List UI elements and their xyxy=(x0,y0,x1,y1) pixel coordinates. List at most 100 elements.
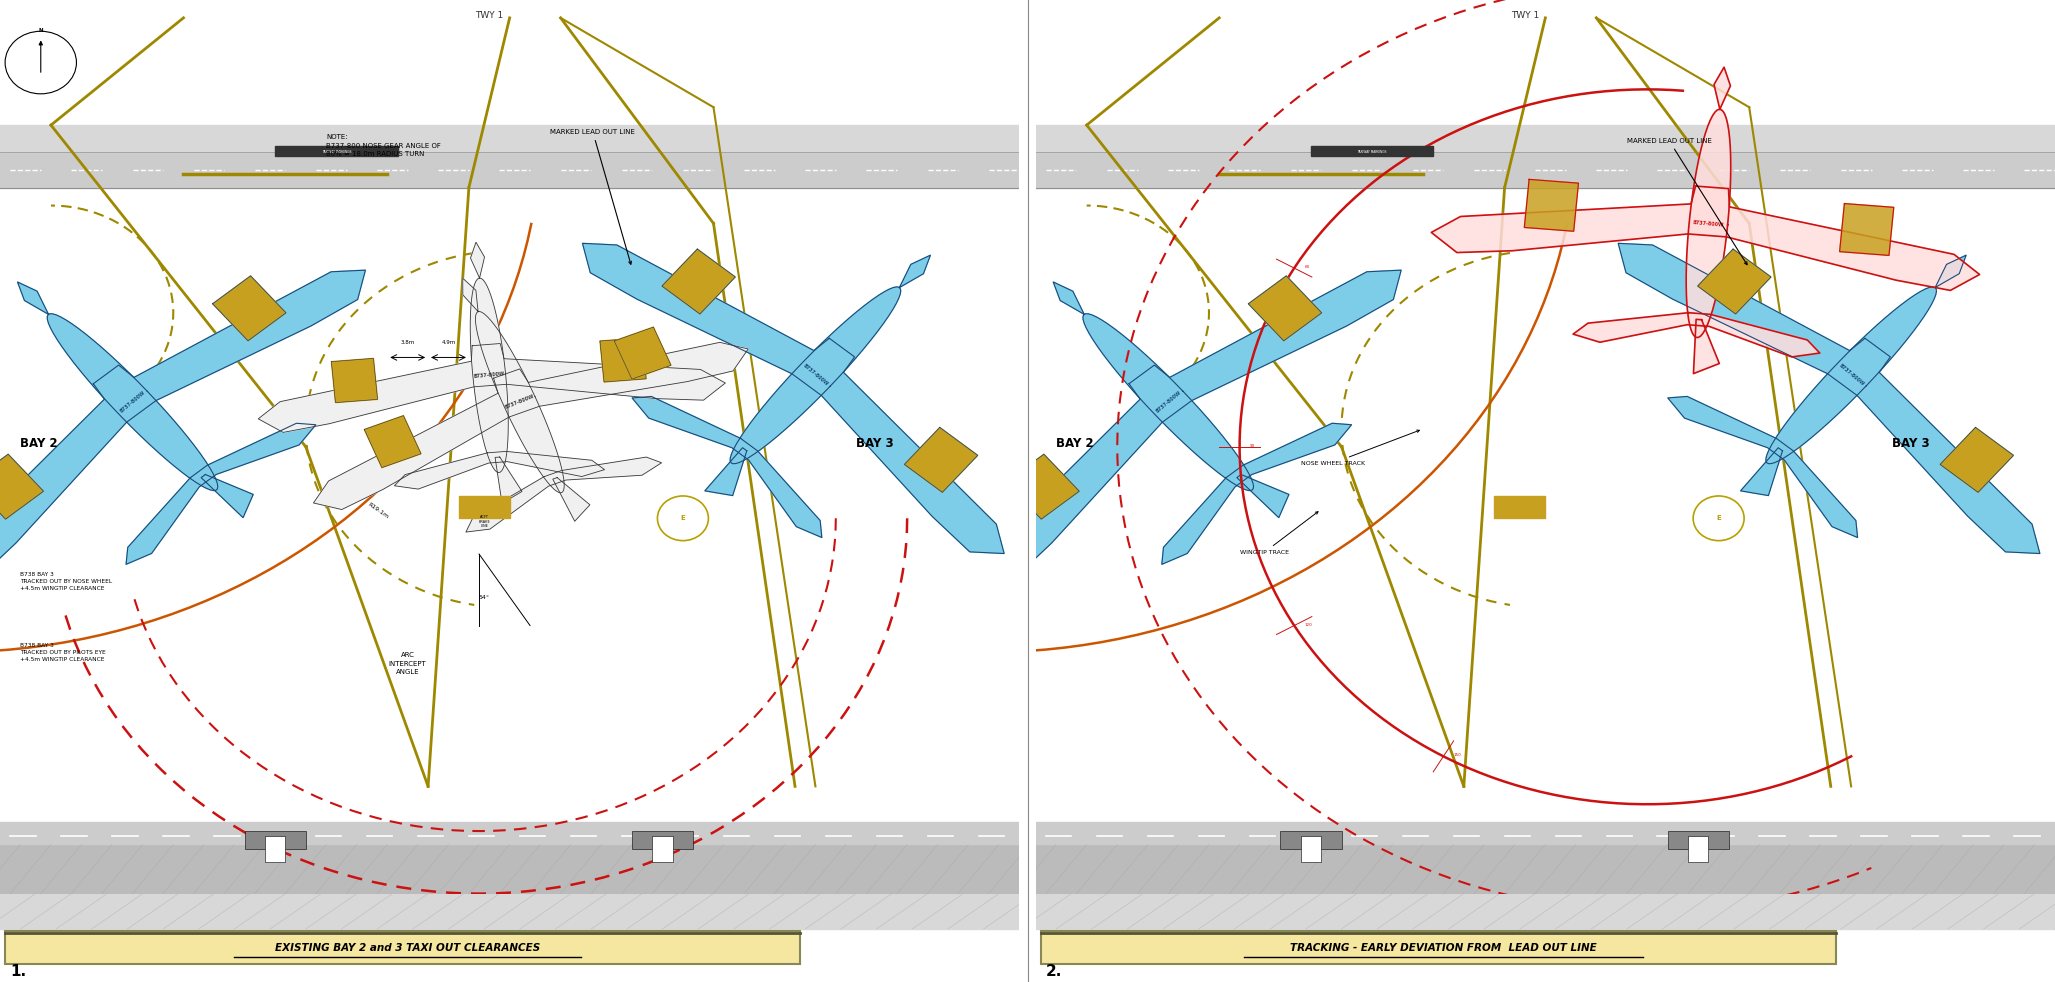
Text: B737-800W: B737-800W xyxy=(1155,390,1182,414)
Circle shape xyxy=(1693,496,1745,541)
Text: TAXIWAY MARKINGS: TAXIWAY MARKINGS xyxy=(323,150,351,154)
Text: E: E xyxy=(680,516,684,521)
Polygon shape xyxy=(705,448,746,496)
Text: TAXIWAY MARKINGS: TAXIWAY MARKINGS xyxy=(1358,150,1387,154)
Bar xyxy=(1669,831,1728,848)
Bar xyxy=(1036,125,2055,152)
Polygon shape xyxy=(633,397,822,537)
Text: WINGTIP TRACE: WINGTIP TRACE xyxy=(1239,512,1317,555)
Polygon shape xyxy=(1617,244,2041,554)
Text: 60: 60 xyxy=(1305,265,1309,269)
Polygon shape xyxy=(1237,474,1288,518)
Bar xyxy=(1687,836,1708,862)
Polygon shape xyxy=(18,282,49,314)
Polygon shape xyxy=(462,278,479,311)
Text: 2.: 2. xyxy=(1046,964,1062,979)
Text: N: N xyxy=(39,27,43,32)
Polygon shape xyxy=(201,474,253,518)
Polygon shape xyxy=(466,457,662,532)
Polygon shape xyxy=(1525,180,1578,231)
Polygon shape xyxy=(0,455,43,519)
Polygon shape xyxy=(331,358,378,403)
Text: ACFT
BRAKE
LINE: ACFT BRAKE LINE xyxy=(479,515,489,528)
Bar xyxy=(245,831,306,848)
Text: B737-800W: B737-800W xyxy=(119,390,146,414)
Text: B737-800W: B737-800W xyxy=(473,371,506,379)
Polygon shape xyxy=(614,327,672,379)
Polygon shape xyxy=(1005,455,1079,519)
Text: B737-800W: B737-800W xyxy=(1693,220,1724,227)
Text: 150: 150 xyxy=(1453,753,1461,757)
Text: EXISTING BAY 2 and 3 TAXI OUT CLEARANCES: EXISTING BAY 2 and 3 TAXI OUT CLEARANCES xyxy=(275,944,540,954)
Polygon shape xyxy=(900,255,931,288)
Text: MARKED LEAD OUT LINE: MARKED LEAD OUT LINE xyxy=(1628,138,1747,265)
Polygon shape xyxy=(1940,427,2014,492)
Text: 120: 120 xyxy=(1305,623,1313,627)
Polygon shape xyxy=(980,270,1402,580)
Polygon shape xyxy=(1687,109,1730,338)
Text: B738 BAY 3
TRACKED OUT BY NOSE WHEEL
+4.5m WINGTIP CLEARANCE: B738 BAY 3 TRACKED OUT BY NOSE WHEEL +4.… xyxy=(21,572,113,591)
Bar xyxy=(0,125,1019,152)
Polygon shape xyxy=(1572,312,1821,356)
Polygon shape xyxy=(1936,255,1967,288)
Polygon shape xyxy=(395,452,604,489)
Text: TWY 1: TWY 1 xyxy=(475,11,503,20)
Polygon shape xyxy=(1669,397,1858,537)
Text: BAY 2: BAY 2 xyxy=(1056,437,1093,450)
Text: BAY 2: BAY 2 xyxy=(21,437,58,450)
Text: B737-800W: B737-800W xyxy=(1837,363,1864,387)
Bar xyxy=(633,831,693,848)
Polygon shape xyxy=(364,415,421,467)
Bar xyxy=(0,822,1019,845)
Text: TRACKING - EARLY DEVIATION FROM  LEAD OUT LINE: TRACKING - EARLY DEVIATION FROM LEAD OUT… xyxy=(1291,944,1597,954)
Bar xyxy=(0,894,1019,929)
Bar xyxy=(1036,894,2055,929)
Polygon shape xyxy=(1054,282,1085,314)
Text: B737-800W: B737-800W xyxy=(503,394,534,410)
Polygon shape xyxy=(904,427,978,492)
Polygon shape xyxy=(730,287,900,464)
Polygon shape xyxy=(1083,313,1254,491)
Polygon shape xyxy=(662,249,736,314)
Bar xyxy=(1036,152,2055,188)
Bar xyxy=(1301,836,1321,862)
Polygon shape xyxy=(471,243,485,278)
Bar xyxy=(1280,831,1342,848)
Text: BAY 3: BAY 3 xyxy=(1893,437,1930,450)
Bar xyxy=(1036,822,2055,845)
Bar xyxy=(1036,845,2055,894)
Polygon shape xyxy=(582,244,1005,554)
Text: 3.8m: 3.8m xyxy=(401,340,415,345)
Text: MARKED LEAD OUT LINE: MARKED LEAD OUT LINE xyxy=(551,129,635,264)
Polygon shape xyxy=(1161,423,1352,565)
Circle shape xyxy=(4,31,76,94)
Polygon shape xyxy=(600,338,645,382)
Text: 4.9m: 4.9m xyxy=(442,340,456,345)
Bar xyxy=(265,836,286,862)
Polygon shape xyxy=(1839,203,1895,255)
Polygon shape xyxy=(495,457,522,504)
Text: B738 BAY 3
TRACKED OUT BY PILOTS EYE
+4.5m WINGTIP CLEARANCE: B738 BAY 3 TRACKED OUT BY PILOTS EYE +4.… xyxy=(21,643,107,662)
Text: BAY 3: BAY 3 xyxy=(857,437,894,450)
Polygon shape xyxy=(1697,249,1771,314)
Bar xyxy=(0,152,1019,188)
Bar xyxy=(275,145,397,156)
Polygon shape xyxy=(1765,287,1936,464)
Polygon shape xyxy=(212,276,286,341)
Text: NOSE WHEEL TRACK: NOSE WHEEL TRACK xyxy=(1301,430,1420,465)
Polygon shape xyxy=(1714,67,1730,109)
Bar xyxy=(458,496,510,518)
Polygon shape xyxy=(47,313,218,491)
Polygon shape xyxy=(471,278,508,472)
Text: B737-800W: B737-800W xyxy=(801,363,828,387)
Bar xyxy=(4,931,799,964)
Polygon shape xyxy=(125,423,316,565)
Bar xyxy=(1040,931,1835,964)
Polygon shape xyxy=(1247,276,1321,341)
Polygon shape xyxy=(259,344,725,432)
Bar xyxy=(0,845,1019,894)
Bar xyxy=(651,836,672,862)
Text: E: E xyxy=(1716,516,1720,521)
Text: R19.1m: R19.1m xyxy=(368,502,390,519)
Polygon shape xyxy=(475,311,565,493)
